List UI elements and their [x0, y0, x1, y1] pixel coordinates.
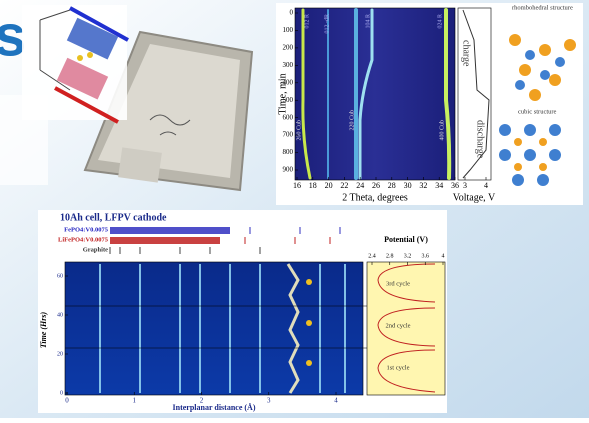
voltage-label: Voltage, V	[453, 192, 496, 203]
charge-label: charge	[461, 40, 472, 67]
tick-label: 16	[293, 181, 301, 190]
peak-label: 024 R	[437, 14, 443, 29]
tick-label: 300	[283, 61, 294, 69]
tick-label: 2.4	[368, 253, 376, 259]
cycle-label: 2nd cycle	[385, 322, 410, 329]
diffraction-heatmap	[65, 262, 363, 395]
tick-label: 0	[60, 390, 63, 396]
tick-label: 34	[435, 181, 443, 190]
diffraction-title: 10Ah cell, LFPV cathode	[60, 212, 167, 223]
tick-label: 24	[356, 181, 364, 190]
discharge-label: discharge	[475, 120, 486, 159]
tick-label: 800	[283, 148, 294, 156]
tick-label: 4	[442, 253, 445, 259]
peak-label: 200 Cub	[296, 120, 302, 141]
tick-label: 600	[283, 113, 294, 121]
tick-label: 3.2	[404, 253, 412, 259]
x-axis-label: 2 Theta, degrees	[342, 192, 408, 203]
tick-label: 3	[267, 397, 271, 405]
tick-label: 400	[283, 78, 294, 86]
y-axis-label: Time (Hrs)	[39, 311, 48, 348]
tick-label: 26	[372, 181, 380, 190]
tick-label: 32	[419, 181, 427, 190]
potential-label: Potential (V)	[384, 235, 428, 244]
tick-label: 3	[463, 181, 467, 190]
tick-label: 20	[325, 181, 333, 190]
tick-label: 0	[65, 397, 69, 405]
tick-label: 100	[283, 26, 294, 34]
tick-label: 200	[283, 43, 294, 51]
page: s Time, min 2 Theta, degrees Voltage, V …	[0, 0, 589, 418]
peak-label: 012 R	[304, 14, 310, 29]
tick-label: 2.8	[386, 253, 394, 259]
phase-label: FePO4:V0.0075	[64, 226, 109, 233]
tick-label: 1	[133, 397, 137, 405]
phase-label: LiFePO4:V0.0075	[58, 236, 109, 243]
cell-schematic	[22, 5, 128, 122]
cycle-label: 3rd cycle	[386, 280, 410, 287]
structure-label: cubic structure	[518, 108, 557, 115]
xrd-heatmap	[295, 8, 455, 180]
tick-label: 4	[484, 181, 488, 190]
tick-label: 18	[309, 181, 317, 190]
tick-label: 900	[283, 166, 294, 174]
tick-label: 28	[388, 181, 396, 190]
tick-label: 3.6	[422, 253, 430, 259]
tick-label: 700	[283, 131, 294, 139]
structure-label: rhombohedral structure	[512, 4, 573, 11]
slide: s Time, min 2 Theta, degrees Voltage, V …	[0, 0, 589, 418]
tick-label: 20	[57, 351, 63, 357]
cycle-label: 1st cycle	[387, 364, 410, 371]
x-axis-label: Interplanar distance (Å)	[173, 403, 256, 412]
tick-label: 60	[57, 273, 63, 279]
tick-label: 40	[57, 312, 63, 318]
peak-label: 220 Cub	[349, 110, 355, 131]
tick-label: 22	[340, 181, 348, 190]
tick-label: 0	[290, 9, 294, 17]
peak-label: 400 Cub	[439, 120, 445, 141]
tick-label: 36	[451, 181, 459, 190]
tick-label: 2	[200, 397, 204, 405]
peak-label: 012 -dR	[324, 14, 330, 34]
peak-label: 104 R	[365, 14, 371, 29]
tick-label: 4	[334, 397, 338, 405]
phase-label: Graphite	[83, 246, 108, 253]
tick-label: 500	[283, 96, 294, 104]
tick-label: 30	[404, 181, 412, 190]
